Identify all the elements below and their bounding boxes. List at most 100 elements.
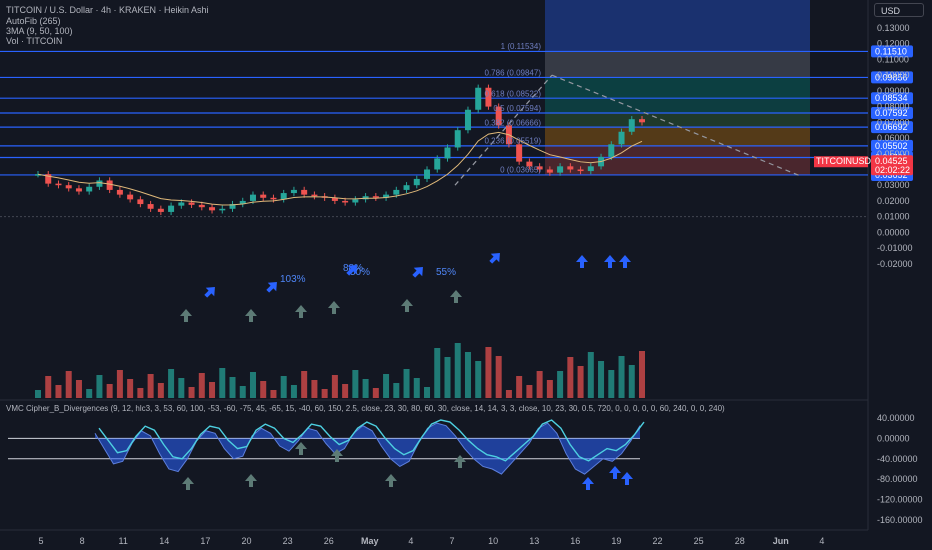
volume-bar [546, 380, 553, 398]
price-axis-tick: 0.01000 [877, 212, 910, 222]
buy-arrow-icon [295, 305, 307, 318]
candle-body [475, 87, 482, 110]
time-axis-tick: 25 [694, 536, 704, 546]
candle-body [178, 202, 185, 206]
volume-bar [311, 380, 318, 398]
volume-bar [45, 376, 52, 398]
trend-arrow-icon-shape [412, 267, 423, 278]
indicator-volume[interactable]: Vol · TITCOIN [6, 36, 63, 46]
price-axis-tick: 0.09000 [877, 86, 910, 96]
trend-arrow-icon-shape [266, 282, 277, 293]
trend-arrow-icon-shape [489, 253, 500, 264]
candle-body [137, 199, 144, 205]
candle-body [55, 183, 62, 186]
symbol-name: TITCOINUSD [816, 156, 871, 166]
candle-body [157, 208, 164, 212]
buy-arrow-icon-shape [576, 255, 588, 268]
buy-arrow-icon [576, 255, 588, 268]
candle-body [464, 109, 471, 131]
volume-bar [137, 388, 144, 398]
osc-arrow-icon [182, 477, 194, 490]
candle-body [516, 144, 523, 162]
volume-bar [65, 371, 72, 398]
price-axis-tick: -0.01000 [877, 243, 913, 253]
percent-annotation: 103% [280, 274, 306, 285]
volume-bar [229, 377, 236, 398]
percent-annotation: 55% [436, 267, 456, 278]
buy-arrow-icon-shape [328, 301, 340, 314]
fib-zone [545, 98, 810, 114]
price-axis-tick: 0.12000 [877, 39, 910, 49]
time-axis-tick: 5 [38, 536, 43, 546]
osc-arrow-icon-shape [182, 477, 194, 490]
price-axis-tick: 0.13000 [877, 23, 910, 33]
osc-arrow-icon [621, 472, 633, 485]
buy-arrow-icon [180, 309, 192, 322]
candle-body [301, 189, 308, 195]
volume-bar [301, 371, 308, 398]
candle-body [495, 106, 502, 126]
volume-bar [219, 368, 226, 398]
volume-bar [352, 370, 359, 398]
time-axis-tick: 26 [324, 536, 334, 546]
candle-body [45, 174, 52, 184]
candle-body [127, 194, 134, 200]
indicator-autofib[interactable]: AutoFib (265) [6, 16, 61, 26]
volume-bar [434, 348, 441, 398]
volume-bar [342, 384, 349, 398]
volume-bar [116, 370, 123, 398]
price-level-label: 0.11510 [875, 46, 907, 56]
osc-axis-tick: -40.00000 [877, 454, 918, 464]
fib-level-label: 0.236 (0.05519) [485, 137, 542, 146]
volume-bar [198, 373, 205, 398]
time-axis-tick: 8 [80, 536, 85, 546]
currency-button[interactable]: USD [874, 3, 924, 17]
candle-body [188, 202, 195, 205]
volume-bar [270, 390, 277, 398]
candle-body [311, 194, 318, 197]
buy-arrow-icon-shape [245, 309, 257, 322]
candle-body [106, 180, 113, 190]
candle-body [485, 87, 492, 107]
price-axis-tick: 0.08000 [877, 102, 910, 112]
fib-zone [545, 77, 810, 99]
buy-arrow-icon [328, 301, 340, 314]
candle-body [198, 204, 205, 208]
trend-arrow-icon [346, 265, 357, 276]
volume-bar [96, 375, 103, 398]
oscillator-title[interactable]: VMC Cipher_B_Divergences (9, 12, hlc3, 3… [6, 404, 725, 413]
volume-bar [249, 372, 256, 398]
indicator-3ma[interactable]: 3MA (9, 50, 100) [6, 26, 73, 36]
volume-bar [239, 386, 246, 398]
buy-arrow-icon-shape [450, 290, 462, 303]
time-axis-tick: 19 [611, 536, 621, 546]
volume-bar [567, 357, 574, 398]
volume-bar [413, 378, 420, 398]
volume-bar [147, 374, 154, 398]
osc-arrow-icon-shape [245, 474, 257, 487]
buy-arrow-icon [401, 299, 413, 312]
volume-bar [639, 351, 645, 398]
osc-arrow-icon [295, 442, 307, 455]
price-level-badge [871, 71, 913, 84]
buy-arrow-icon [619, 255, 631, 268]
volume-bar [598, 361, 605, 398]
price-level-badge [871, 139, 913, 152]
candle-body [239, 200, 246, 205]
buy-arrow-icon-shape [295, 305, 307, 318]
price-axis-tick: 0.00000 [877, 227, 910, 237]
fib-zone [545, 0, 810, 52]
candle-body [444, 147, 451, 159]
time-axis-tick: Jun [773, 536, 789, 546]
osc-arrow-icon-shape [331, 449, 343, 462]
osc-arrow-icon-shape [454, 455, 466, 468]
candle-body [557, 166, 564, 173]
volume-bar [485, 347, 492, 398]
volume-bar [454, 343, 461, 398]
candle-body [618, 131, 625, 145]
osc-wave-line [94, 422, 641, 475]
time-axis-tick: 17 [200, 536, 210, 546]
price-level-label: 0.05502 [875, 141, 908, 151]
osc-axis-tick: 40.00000 [877, 413, 915, 423]
